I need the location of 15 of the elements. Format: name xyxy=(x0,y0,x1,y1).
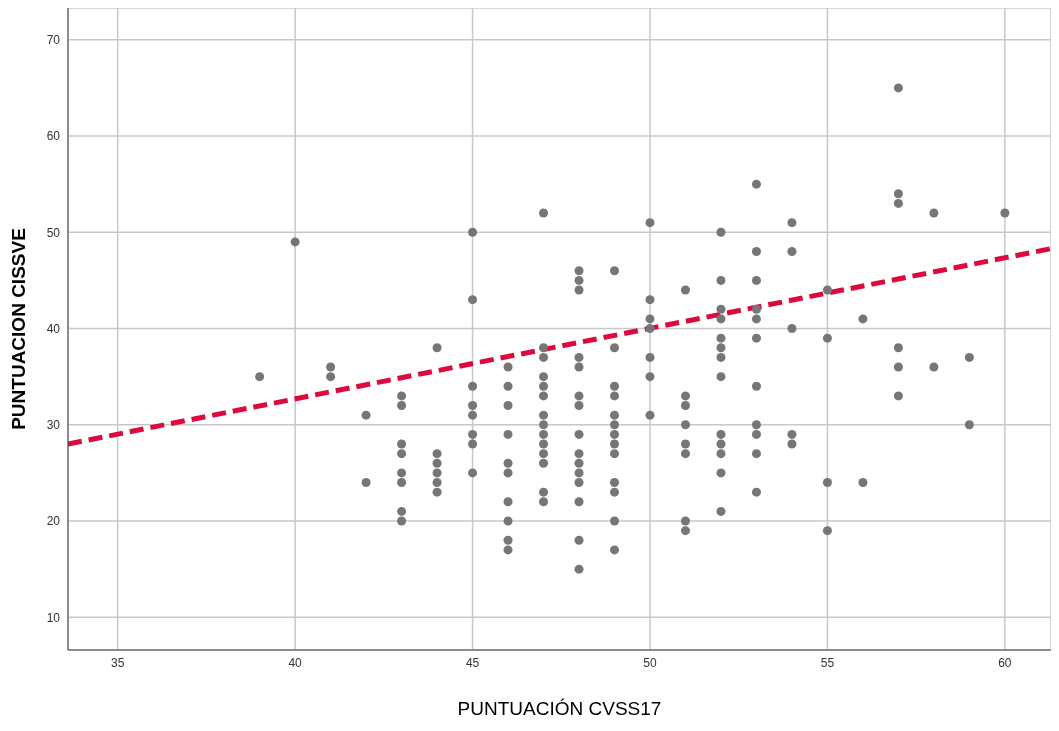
y-tick-label: 30 xyxy=(46,418,61,433)
x-tick-label: 45 xyxy=(465,655,480,670)
x-tick-label: 35 xyxy=(111,655,125,670)
y-tick-label: 60 xyxy=(46,129,61,144)
x-tick-label: 60 xyxy=(998,655,1012,670)
y-tick-label: 50 xyxy=(46,225,61,240)
y-tick-label: 70 xyxy=(46,33,61,48)
x-axis-title: PUNTUACIÓN CVSS17 xyxy=(457,698,662,719)
x-tick-label: 50 xyxy=(643,655,657,670)
x-tick-label: 55 xyxy=(820,655,835,670)
y-axis-title: PUNTUACION CISSVE xyxy=(7,228,29,430)
y-tick-label: 40 xyxy=(46,321,61,336)
y-tick-label: 10 xyxy=(46,610,61,625)
y-tick-label: 20 xyxy=(46,514,61,529)
x-tick-label: 40 xyxy=(288,655,303,670)
